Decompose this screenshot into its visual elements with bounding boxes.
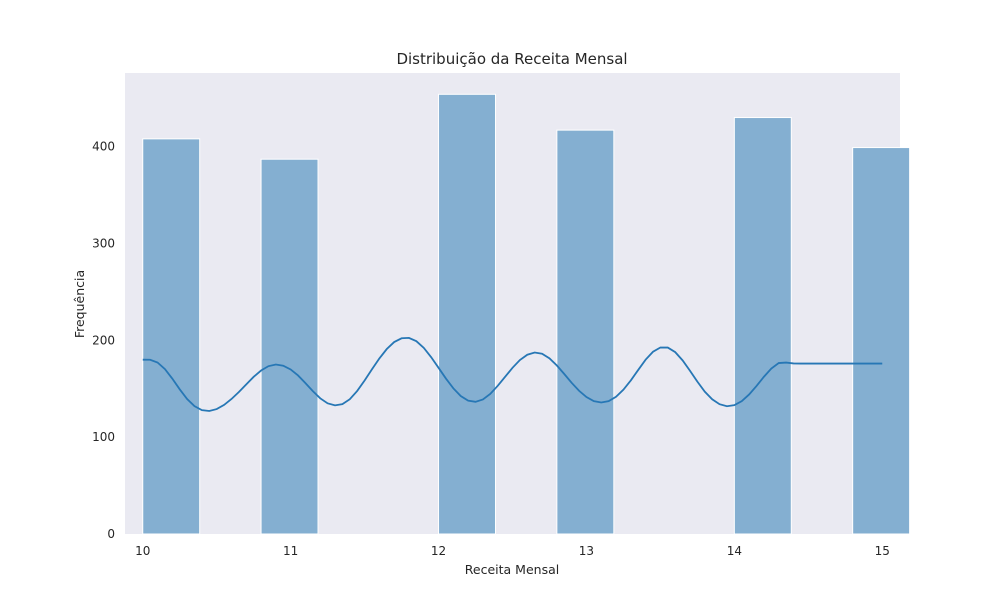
y-tick-label: 100 bbox=[92, 430, 115, 444]
chart-title: Distribuição da Receita Mensal bbox=[396, 50, 627, 68]
histogram-bar bbox=[260, 158, 319, 535]
x-tick-label: 15 bbox=[875, 544, 890, 558]
histogram-bar bbox=[556, 129, 615, 535]
y-tick-label: 300 bbox=[92, 236, 115, 250]
y-tick-label: 0 bbox=[107, 527, 115, 541]
histogram-bar bbox=[733, 117, 792, 535]
bars-layer bbox=[142, 93, 911, 535]
x-tick-label: 12 bbox=[431, 544, 446, 558]
x-tick-label: 11 bbox=[283, 544, 298, 558]
x-tick-label: 13 bbox=[579, 544, 594, 558]
x-axis-label: Receita Mensal bbox=[465, 562, 559, 577]
x-axis-ticks: 10 11 12 13 14 15 bbox=[135, 544, 890, 558]
histogram-bar bbox=[438, 93, 496, 535]
x-tick-label: 10 bbox=[135, 544, 150, 558]
histogram-bar bbox=[142, 138, 201, 535]
histogram-bar bbox=[852, 147, 911, 535]
y-axis-ticks: 0 100 200 300 400 bbox=[92, 140, 115, 541]
y-tick-label: 400 bbox=[92, 140, 115, 154]
y-tick-label: 200 bbox=[92, 333, 115, 347]
kde-curve bbox=[142, 336, 883, 412]
x-tick-label: 14 bbox=[727, 544, 742, 558]
y-axis-label: Frequência bbox=[72, 270, 87, 338]
